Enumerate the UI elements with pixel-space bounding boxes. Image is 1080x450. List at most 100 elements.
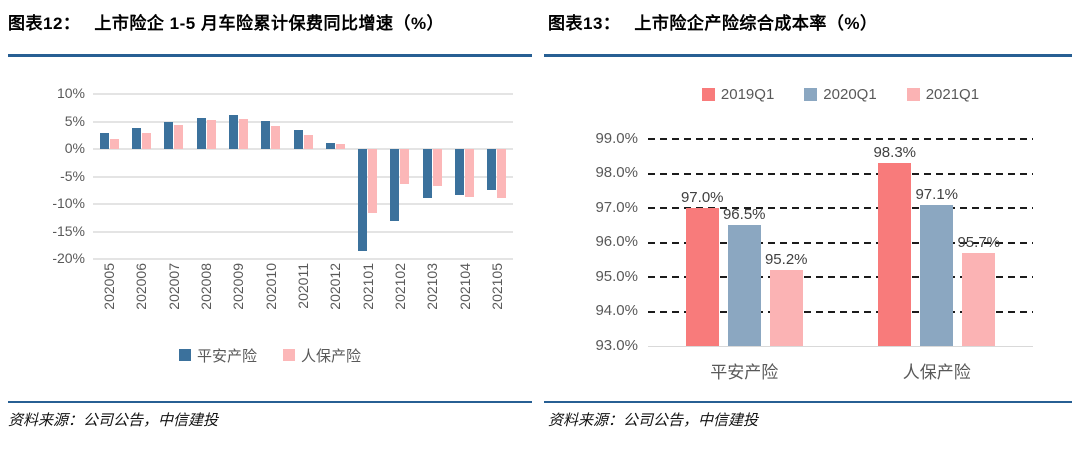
x-tick-label: 202104 [456, 263, 473, 310]
legend-label: 2021Q1 [925, 85, 980, 103]
x-tick-label: 202011 [295, 263, 311, 309]
x-tick-label: 202105 [488, 263, 505, 310]
figure-13-chart: 99.0% 98.0% 97.0% 96.0% 95.0% 94.0% 93.0% 97.0%… [544, 57, 1072, 399]
bar-人保产险-202101 [368, 149, 378, 213]
legend-swatch [906, 87, 920, 101]
figure-12-footer-divider [8, 401, 532, 403]
x-tick-label: 202103 [424, 263, 441, 310]
y-tick-label: 93.0% [595, 336, 638, 354]
x-tick-label: 202009 [230, 263, 247, 310]
x-tick-label: 人保产险 [902, 363, 971, 382]
figure-12-panel: 图表12： 上市险企 1-5 月车险累计保费同比增速（%） 10% 5% 0% -5% -… [8, 0, 532, 450]
bar-value-label: 95.2% [764, 251, 808, 269]
y-tick-label: 5% [64, 112, 85, 129]
y-tick-label: -15% [52, 222, 85, 239]
legend-item-2019Q1: 2019Q1 [701, 85, 775, 103]
gridline [93, 203, 513, 205]
bar-平安产险-202011 [293, 130, 303, 149]
bar-人保产险-202009 [238, 118, 248, 149]
y-tick-label: 0% [64, 140, 85, 157]
bar-平安产险-202104 [455, 149, 465, 195]
legend-item-平安产险: 平安产险 [178, 345, 257, 366]
x-tick-label: 202010 [262, 263, 279, 310]
figure-12-title: 图表12： 上市险企 1-5 月车险累计保费同比增速（%） [8, 9, 444, 34]
figure-12-chart: 10% 5% 0% -5% -10% -15% -20% 202005 202006 202007… [8, 57, 532, 399]
x-axis-line [648, 346, 1033, 347]
y-tick-label: -20% [52, 250, 85, 267]
figure-13-panel: 图表13： 上市险企产险综合成本率（%） 99.0% 98.0% 97.0% 96.0%… [544, 0, 1072, 450]
bar-2020Q1-平安产险 [727, 225, 761, 346]
chart-legend: 平安产险 人保产险 [8, 345, 532, 366]
gridline [93, 148, 513, 150]
figure-12-source: 资料来源：公司公告，中信建投 [8, 413, 219, 429]
bar-平安产险-202012 [325, 142, 335, 149]
bar-value-label: 97.0% [680, 189, 724, 206]
y-tick-label: -10% [52, 195, 85, 212]
gridline [648, 207, 1033, 209]
bar-平安产险-202006 [131, 128, 141, 149]
y-tick-label: 97.0% [595, 198, 638, 216]
y-tick-label: 96.0% [595, 233, 638, 251]
bar-人保产险-202104 [465, 149, 475, 197]
bar-人保产险-202105 [497, 149, 507, 198]
bar-人保产险-202011 [303, 135, 313, 149]
figure-13-footer-divider [544, 401, 1072, 403]
figure-13-title: 图表13： 上市险企产险综合成本率（%） [544, 9, 878, 34]
bar-平安产险-202105 [487, 149, 497, 191]
figure-12-index-label: 图表12： [8, 14, 81, 33]
y-tick-label: 99.0% [595, 129, 638, 147]
figure-12-title-divider [8, 54, 532, 57]
bar-平安产险-202102 [390, 149, 400, 222]
legend-label: 2019Q1 [720, 85, 775, 103]
legend-swatch [283, 349, 295, 361]
bar-人保产险-202012 [335, 143, 345, 149]
gridline [93, 93, 513, 95]
bar-人保产险-202006 [141, 132, 151, 149]
bar-2020Q1-人保产险 [920, 204, 954, 346]
bar-人保产险-202102 [400, 149, 410, 184]
legend-item-2021Q1: 2021Q1 [906, 85, 980, 103]
legend-item-2020Q1: 2020Q1 [804, 86, 877, 103]
legend-item-人保产险: 人保产险 [283, 345, 361, 366]
bar-平安产险-202101 [358, 149, 368, 251]
bar-2019Q1-平安产险 [685, 208, 719, 346]
x-tick-label: 202101 [359, 263, 376, 310]
legend-label: 平安产险 [196, 347, 257, 365]
x-tick-label: 202012 [327, 263, 344, 310]
legend-swatch [701, 87, 715, 101]
gridline [93, 258, 513, 260]
bar-人保产险-202005 [109, 138, 119, 149]
gridline [648, 276, 1033, 278]
figure-13-source: 资料来源：公司公告，中信建投 [548, 413, 759, 429]
y-tick-label: 94.0% [595, 302, 638, 320]
bar-2021Q1-人保产险 [962, 252, 996, 346]
x-tick-label: 平安产险 [710, 363, 779, 382]
bar-人保产险-202008 [206, 120, 216, 149]
legend-swatch [804, 87, 818, 101]
bar-平安产险-202009 [228, 114, 238, 149]
y-tick-label: 95.0% [595, 267, 638, 285]
bar-平安产险-202007 [164, 122, 174, 149]
bar-2021Q1-平安产险 [769, 270, 803, 346]
legend-label: 人保产险 [301, 347, 362, 365]
bar-人保产险-202103 [432, 149, 442, 187]
y-tick-label: -5% [60, 167, 85, 184]
bar-value-label: 98.3% [873, 144, 917, 162]
x-tick-label: 202006 [133, 263, 150, 310]
bar-平安产险-202010 [261, 120, 271, 149]
bar-value-label: 95.7% [957, 233, 1001, 251]
x-tick-label: 202102 [391, 263, 408, 310]
x-tick-label: 202008 [198, 263, 215, 310]
gridline [648, 241, 1033, 244]
gridline [93, 120, 513, 123]
bar-平安产险-202008 [196, 117, 206, 149]
figure-13-heading: 上市险企产险综合成本率（%） [634, 14, 878, 33]
bar-value-label: 96.5% [722, 206, 766, 224]
gridline [93, 175, 513, 178]
figure-13-title-divider [544, 54, 1072, 57]
gridline [648, 138, 1033, 140]
x-tick-label: 202005 [101, 263, 118, 310]
gridline [648, 172, 1033, 175]
gridline [648, 310, 1033, 313]
